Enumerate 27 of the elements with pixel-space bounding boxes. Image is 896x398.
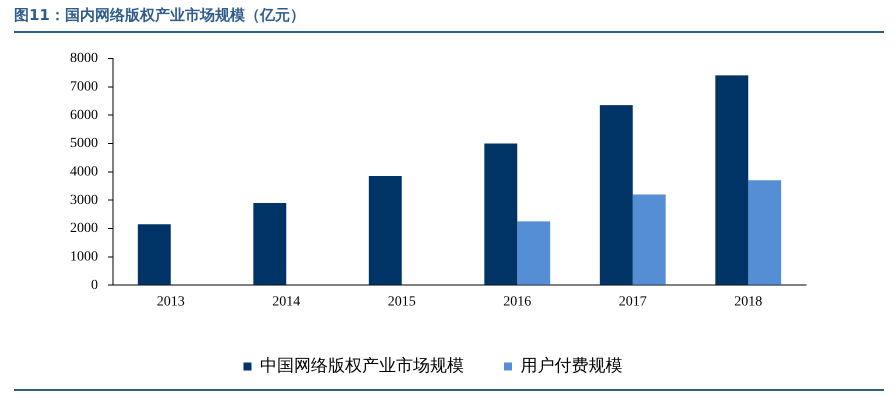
bar bbox=[253, 202, 286, 285]
x-tick-label: 2013 bbox=[156, 294, 185, 310]
bar bbox=[748, 180, 782, 285]
chart-title: 图11：国内网络版权产业市场规模（亿元） bbox=[14, 6, 305, 25]
legend-label: 用户付费规模 bbox=[520, 356, 622, 376]
y-tick-label: 3000 bbox=[70, 192, 98, 208]
x-tick-label: 2015 bbox=[388, 294, 416, 310]
y-tick-label: 4000 bbox=[70, 164, 98, 180]
bar bbox=[368, 176, 402, 285]
legend-label: 中国网络版权产业市场规模 bbox=[260, 356, 464, 376]
x-tick-label: 2017 bbox=[618, 294, 647, 310]
y-tick-label: 5000 bbox=[70, 136, 98, 152]
y-tick-label: 8000 bbox=[70, 51, 98, 66]
bar bbox=[517, 221, 550, 285]
x-tick-label: 2018 bbox=[734, 294, 762, 310]
y-tick-label: 2000 bbox=[70, 221, 98, 236]
y-tick-label: 1000 bbox=[70, 250, 98, 265]
y-tick-label: 7000 bbox=[70, 79, 98, 94]
x-tick-label: 2016 bbox=[503, 294, 532, 310]
bar bbox=[138, 224, 171, 285]
bar bbox=[600, 105, 633, 285]
x-tick-label: 2014 bbox=[272, 294, 300, 310]
y-tick-label: 0 bbox=[91, 278, 98, 293]
bar bbox=[715, 75, 748, 285]
bar bbox=[632, 194, 666, 285]
y-tick-label: 6000 bbox=[70, 108, 98, 123]
bar bbox=[484, 143, 518, 285]
